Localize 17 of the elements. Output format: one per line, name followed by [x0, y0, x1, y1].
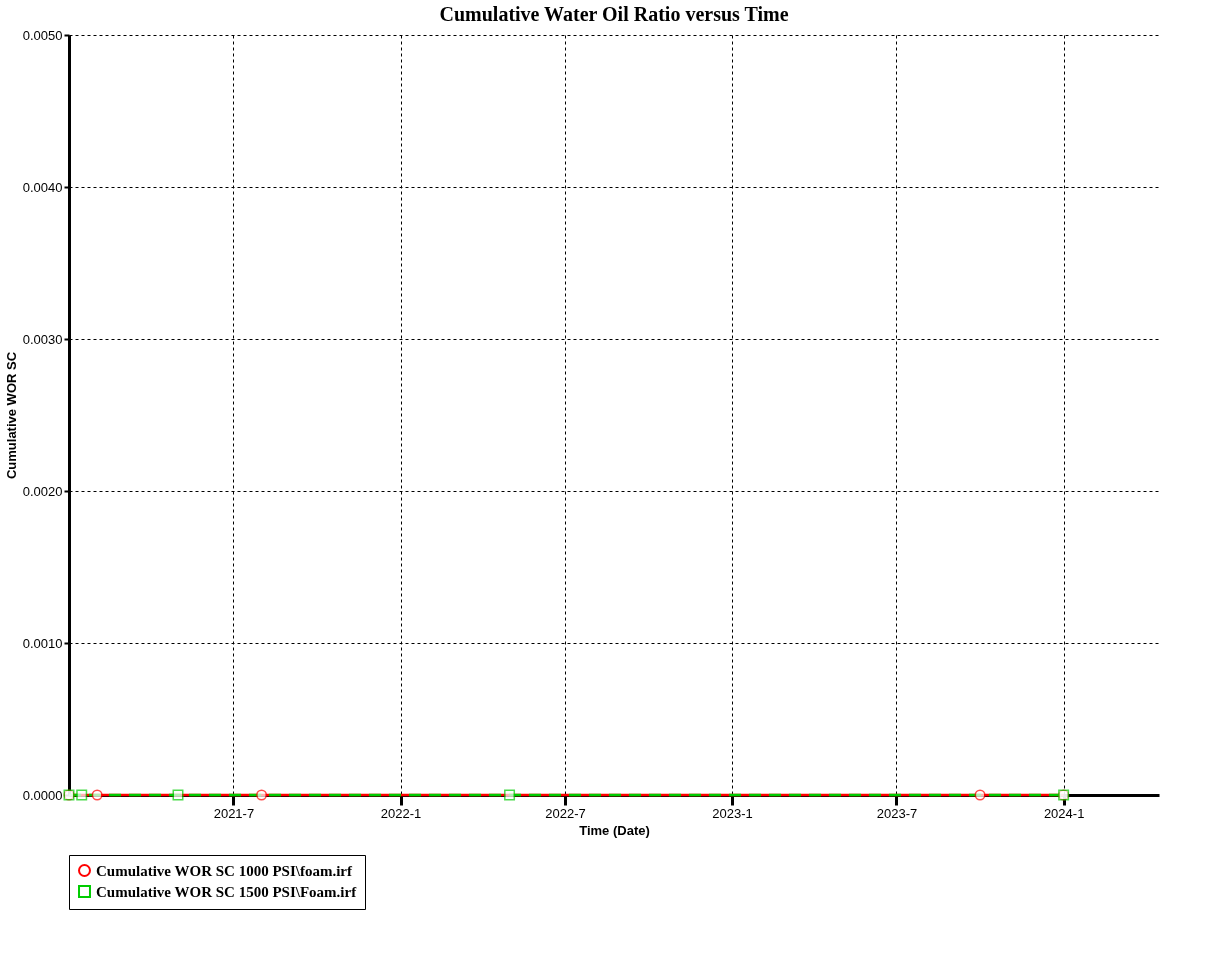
x-tick-label: 2022-7	[545, 805, 586, 821]
chart-title: Cumulative Water Oil Ratio versus Time	[439, 3, 789, 25]
legend-label: Cumulative WOR SC 1500 PSI\Foam.irf	[96, 883, 358, 900]
x-tick-label: 2023-7	[876, 805, 918, 821]
y-tick-label: 0.0040	[22, 179, 63, 195]
x-tick-label: 2023-1	[712, 805, 753, 821]
y-tick-label: 0.0010	[22, 635, 63, 651]
x-axis-title: Time (Date)	[579, 822, 650, 838]
x-tick-label: 2021-7	[213, 805, 255, 821]
y-axis-title: Cumulative WOR SC	[3, 351, 19, 480]
y-tick-label: 0.0020	[22, 483, 63, 499]
x-tick-label: 2024-1	[1043, 805, 1085, 821]
legend-label: Cumulative WOR SC 1000 PSI\foam.irf	[96, 862, 353, 879]
y-tick-label: 0.0050	[22, 27, 63, 43]
y-tick-label: 0.0000	[22, 787, 63, 803]
y-tick-label: 0.0030	[22, 331, 63, 347]
x-tick-label: 2022-1	[380, 805, 422, 821]
